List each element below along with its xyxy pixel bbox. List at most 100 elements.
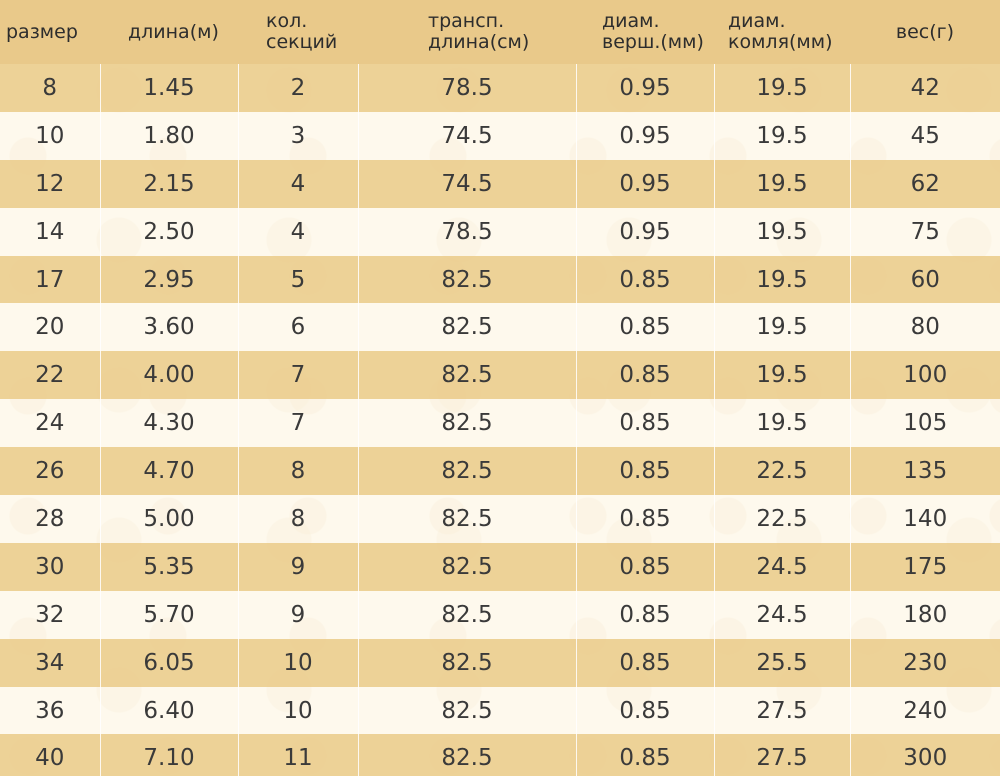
cell-size: 26: [0, 447, 101, 496]
header-size: размер: [6, 20, 78, 43]
cell-sections: 8: [238, 447, 359, 496]
cell-weight: 105: [903, 410, 948, 437]
cell-size: 17: [0, 255, 101, 304]
cell-tip-diameter: 0.85: [576, 447, 715, 496]
cell-length: 3.60: [100, 303, 239, 352]
cell-weight: 60: [910, 266, 940, 293]
cell-butt-diameter: 19.5: [714, 399, 851, 448]
table-row: 28 5.00 8 82.5 0.85 22.5 140: [0, 495, 1000, 543]
cell-weight: 62: [910, 170, 940, 197]
cell-butt-diameter: 27.5: [714, 686, 851, 735]
cell-weight: 240: [903, 697, 948, 724]
cell-butt-diameter: 24.5: [714, 590, 851, 639]
header-tip-diameter: диам. верш.(мм): [602, 10, 704, 53]
cell-size: 30: [0, 542, 101, 591]
cell-weight: 175: [903, 553, 948, 580]
cell-butt-diameter: 19.5: [714, 159, 851, 208]
cell-tip-diameter: 0.85: [576, 303, 715, 352]
cell-transport-length: 82.5: [358, 255, 577, 304]
header-transport-length: трансп. длина(см): [428, 10, 530, 53]
cell-weight: 75: [910, 218, 940, 245]
table-row: 12 2.15 4 74.5 0.95 19.5 62: [0, 159, 1000, 208]
cell-size: 12: [0, 159, 101, 208]
cell-weight: 300: [903, 745, 948, 772]
cell-length: 4.00: [100, 351, 239, 400]
cell-weight: 230: [903, 649, 948, 676]
cell-butt-diameter: 22.5: [714, 495, 851, 543]
cell-weight: 80: [910, 314, 940, 341]
cell-transport-length: 78.5: [358, 64, 577, 112]
cell-sections: 4: [238, 207, 359, 256]
cell-sections: 8: [238, 495, 359, 543]
cell-sections: 11: [238, 734, 359, 776]
cell-weight: 45: [910, 122, 940, 149]
cell-weight: 180: [903, 601, 948, 628]
table-row: 34 6.05 10 82.5 0.85 25.5 230: [0, 638, 1000, 687]
cell-sections: 5: [238, 255, 359, 304]
cell-tip-diameter: 0.85: [576, 495, 715, 543]
cell-transport-length: 82.5: [358, 734, 577, 776]
cell-butt-diameter: 27.5: [714, 734, 851, 776]
cell-length: 6.05: [100, 638, 239, 687]
cell-sections: 7: [238, 351, 359, 400]
cell-tip-diameter: 0.85: [576, 351, 715, 400]
cell-tip-diameter: 0.95: [576, 111, 715, 160]
cell-sections: 10: [238, 638, 359, 687]
cell-tip-diameter: 0.85: [576, 590, 715, 639]
cell-weight: 140: [903, 505, 948, 532]
cell-transport-length: 82.5: [358, 495, 577, 543]
cell-length: 5.35: [100, 542, 239, 591]
cell-tip-diameter: 0.95: [576, 64, 715, 112]
table-row: 24 4.30 7 82.5 0.85 19.5 105: [0, 399, 1000, 448]
cell-size: 8: [0, 64, 101, 112]
cell-sections: 9: [238, 542, 359, 591]
cell-weight: 42: [910, 74, 940, 101]
cell-transport-length: 74.5: [358, 159, 577, 208]
cell-tip-diameter: 0.85: [576, 255, 715, 304]
table-body: 8 1.45 2 78.5 0.95 19.5 42 10 1.80 3 74.5 0.95 19.5 4…: [0, 64, 1000, 776]
cell-length: 2.50: [100, 207, 239, 256]
cell-length: 6.40: [100, 686, 239, 735]
table-row: 22 4.00 7 82.5 0.85 19.5 100: [0, 351, 1000, 400]
table-row: 40 7.10 11 82.5 0.85 27.5 300: [0, 734, 1000, 776]
cell-transport-length: 82.5: [358, 447, 577, 496]
cell-sections: 7: [238, 399, 359, 448]
table-row: 17 2.95 5 82.5 0.85 19.5 60: [0, 255, 1000, 304]
cell-sections: 9: [238, 590, 359, 639]
header-butt-diameter: диам. комля(мм): [728, 10, 833, 53]
cell-length: 2.95: [100, 255, 239, 304]
cell-butt-diameter: 25.5: [714, 638, 851, 687]
table-row: 8 1.45 2 78.5 0.95 19.5 42: [0, 64, 1000, 112]
cell-tip-diameter: 0.85: [576, 686, 715, 735]
header-length: длина(м): [128, 20, 219, 43]
table-row: 20 3.60 6 82.5 0.85 19.5 80: [0, 303, 1000, 352]
cell-butt-diameter: 19.5: [714, 111, 851, 160]
cell-size: 36: [0, 686, 101, 735]
cell-size: 28: [0, 495, 101, 543]
cell-size: 22: [0, 351, 101, 400]
table-row: 32 5.70 9 82.5 0.85 24.5 180: [0, 590, 1000, 639]
cell-tip-diameter: 0.85: [576, 399, 715, 448]
cell-length: 7.10: [100, 734, 239, 776]
cell-butt-diameter: 19.5: [714, 303, 851, 352]
cell-tip-diameter: 0.95: [576, 159, 715, 208]
cell-size: 40: [0, 734, 101, 776]
header-row: размер длина(м) кол. секций трансп. длин…: [0, 0, 1000, 64]
cell-sections: 4: [238, 159, 359, 208]
cell-transport-length: 82.5: [358, 686, 577, 735]
cell-transport-length: 82.5: [358, 590, 577, 639]
cell-length: 2.15: [100, 159, 239, 208]
header-sections: кол. секций: [266, 10, 338, 53]
cell-transport-length: 82.5: [358, 638, 577, 687]
table-row: 30 5.35 9 82.5 0.85 24.5 175: [0, 542, 1000, 591]
cell-tip-diameter: 0.85: [576, 542, 715, 591]
cell-transport-length: 82.5: [358, 303, 577, 352]
cell-length: 5.00: [100, 495, 239, 543]
table-row: 14 2.50 4 78.5 0.95 19.5 75: [0, 207, 1000, 256]
cell-tip-diameter: 0.85: [576, 638, 715, 687]
cell-length: 5.70: [100, 590, 239, 639]
cell-transport-length: 82.5: [358, 542, 577, 591]
cell-butt-diameter: 19.5: [714, 255, 851, 304]
